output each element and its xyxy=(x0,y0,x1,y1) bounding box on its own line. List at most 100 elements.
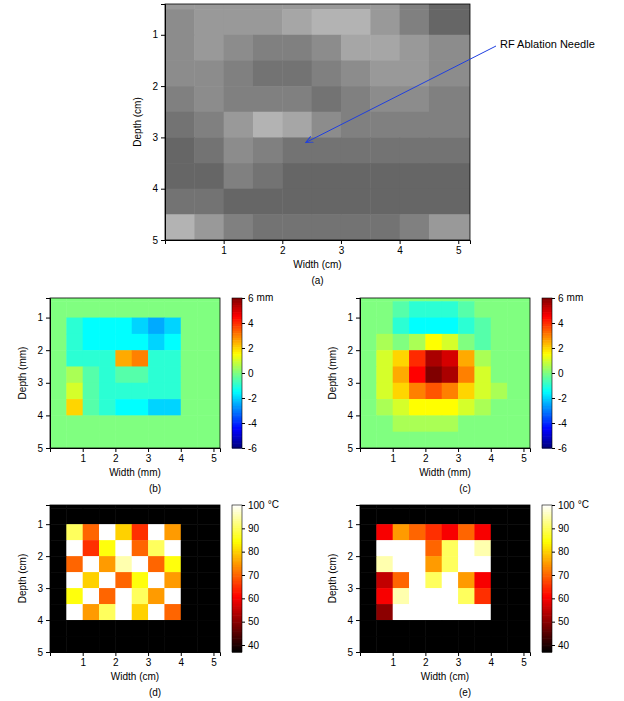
cell xyxy=(115,432,132,448)
cell xyxy=(312,35,342,61)
cell xyxy=(409,334,426,351)
cell xyxy=(83,588,100,604)
cell xyxy=(474,350,491,367)
cell xyxy=(341,4,371,10)
colorbar-axis: -6-4-20246 xyxy=(552,293,567,454)
tick-label: 2 xyxy=(347,551,353,562)
cell xyxy=(376,399,393,416)
cell xyxy=(458,572,475,588)
cell xyxy=(282,214,312,240)
tick: 1 xyxy=(390,448,396,464)
tick-mark xyxy=(242,398,245,399)
tick-mark xyxy=(242,448,245,449)
cell xyxy=(376,604,393,620)
cell xyxy=(181,505,198,509)
colorbar-axis: 405060708090100 xyxy=(242,500,265,653)
cell xyxy=(83,505,100,509)
cell xyxy=(50,301,67,318)
cell xyxy=(360,508,377,524)
axis-line xyxy=(161,5,166,241)
cell xyxy=(197,604,220,620)
tick-mark xyxy=(552,552,555,553)
cell xyxy=(425,350,442,367)
tick-mark xyxy=(242,323,245,324)
cell xyxy=(442,318,459,335)
tick: 80 xyxy=(242,546,260,557)
cell xyxy=(425,588,442,604)
cell xyxy=(409,432,426,448)
cell xyxy=(83,334,100,351)
cell xyxy=(50,399,67,416)
tick: 3 xyxy=(37,377,50,388)
tick-label: 3 xyxy=(347,583,353,594)
cell xyxy=(50,383,67,400)
tick-mark xyxy=(46,556,50,557)
tick: 0 xyxy=(552,368,564,379)
tick-mark xyxy=(46,524,50,525)
cell xyxy=(474,588,491,604)
cell xyxy=(197,298,220,302)
cell xyxy=(194,214,224,240)
cell xyxy=(400,112,430,138)
tick-label: 3 xyxy=(37,583,43,594)
plot-frame xyxy=(360,505,530,652)
tick: -2 xyxy=(552,393,567,404)
cell xyxy=(409,540,426,556)
axis-line xyxy=(243,506,246,653)
tick: 5 xyxy=(152,235,165,246)
tick-label: 6 xyxy=(248,293,254,304)
x-axis-title: Width (cm) xyxy=(293,259,341,270)
cell xyxy=(197,505,220,509)
cell xyxy=(393,524,410,540)
tick: 100 xyxy=(242,500,265,511)
cell xyxy=(197,588,220,604)
cell xyxy=(429,86,470,112)
cell xyxy=(474,415,491,432)
cell xyxy=(458,588,475,604)
tick-mark xyxy=(282,240,283,244)
cell xyxy=(197,399,220,416)
tick-label: 2 xyxy=(248,343,254,354)
cell xyxy=(115,524,132,540)
tick-mark xyxy=(213,448,214,452)
cell xyxy=(148,508,165,524)
cell xyxy=(400,60,430,86)
cell xyxy=(132,399,149,416)
cell xyxy=(224,86,254,112)
cell xyxy=(164,350,181,367)
colorbar-frame xyxy=(232,298,242,448)
tick-label: 5 xyxy=(211,453,217,464)
cell xyxy=(83,298,100,302)
cell xyxy=(115,334,132,351)
cell xyxy=(148,604,165,620)
cell xyxy=(66,556,83,572)
cell xyxy=(115,383,132,400)
cell xyxy=(376,366,393,383)
cell xyxy=(148,556,165,572)
cell xyxy=(194,189,224,215)
tick-label: 3 xyxy=(152,132,158,143)
axis-line xyxy=(361,449,531,453)
cell xyxy=(376,508,393,524)
tick-label: 0 xyxy=(248,368,254,379)
cell xyxy=(341,214,371,240)
cell xyxy=(164,432,181,448)
cell xyxy=(83,620,100,636)
cell xyxy=(66,620,83,636)
cell xyxy=(312,189,342,215)
cell xyxy=(360,334,377,351)
tick: 4 xyxy=(242,318,254,329)
cell xyxy=(164,588,181,604)
cell xyxy=(360,620,377,636)
tick: 5 xyxy=(456,240,462,256)
tick-label: 70 xyxy=(558,570,570,581)
cell xyxy=(474,524,491,540)
cell xyxy=(132,334,149,351)
tick: 6 xyxy=(242,293,254,304)
cell xyxy=(393,505,410,509)
tick-label: 5 xyxy=(37,443,43,454)
tick: 3 xyxy=(347,377,360,388)
tick: 2 xyxy=(280,240,286,256)
cell xyxy=(115,572,132,588)
tick-mark xyxy=(181,448,182,452)
